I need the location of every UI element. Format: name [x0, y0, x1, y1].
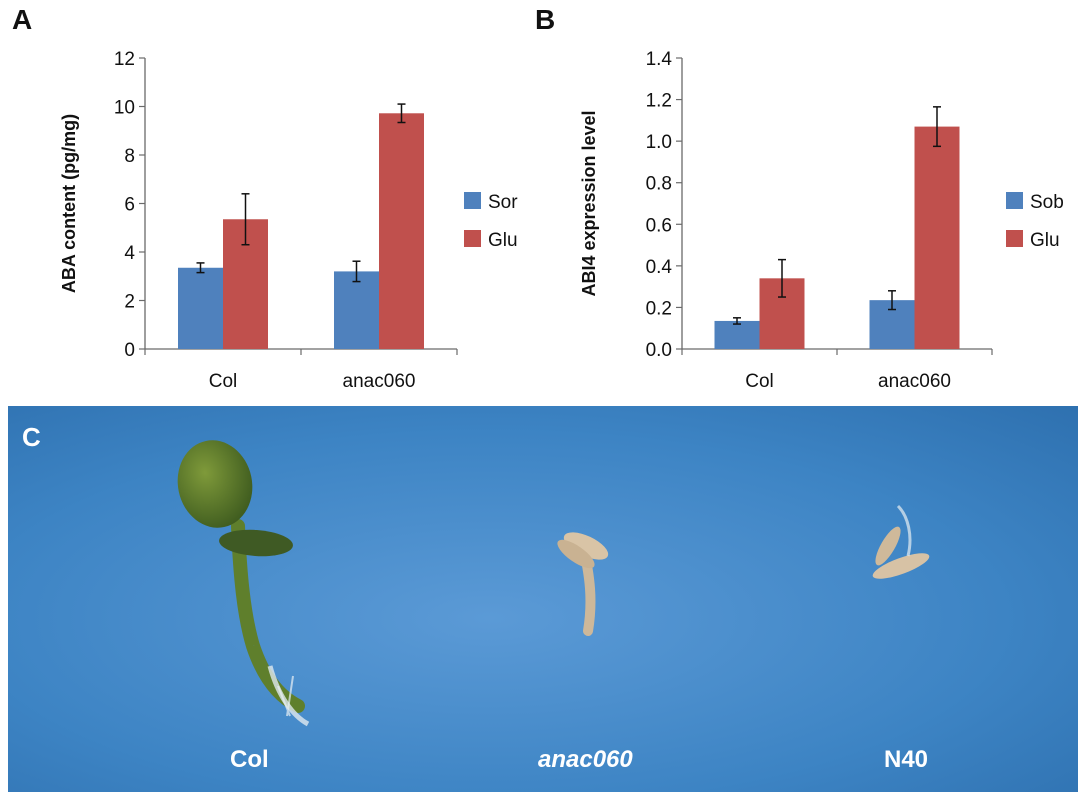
- x-tick-label: anac060: [343, 371, 416, 392]
- col-seedling: [177, 440, 310, 727]
- panel-label-c: C: [22, 422, 41, 452]
- legend-label: Glu: [1030, 230, 1060, 251]
- seedling-photo: C Col anac060 N40: [8, 406, 1078, 792]
- legend-label: Sob: [1030, 192, 1064, 213]
- y-tick-label: 0: [124, 340, 135, 361]
- seedling-photo-image: [8, 406, 1078, 792]
- y-tick-label: 4: [124, 243, 135, 264]
- y-tick-label: 1.2: [646, 91, 672, 112]
- y-tick-label: 10: [114, 98, 135, 119]
- bar: [914, 126, 960, 349]
- legend-label: Sor: [488, 192, 518, 213]
- photo-label-anac060: anac060: [538, 746, 633, 773]
- aba-content-bar-chart: ABA content (pg/mg) 0 2 4 6 8 10 12 Col anac060 So…: [59, 49, 518, 392]
- y-tick-label: 1.4: [646, 49, 673, 70]
- y-tick-label: 0.8: [646, 174, 672, 195]
- legend-swatch: [464, 230, 481, 247]
- anac060-seedling: [557, 532, 609, 636]
- legend-label: Glu: [488, 230, 518, 251]
- x-tick-label: Col: [745, 371, 774, 392]
- y-tick-label: 0.6: [646, 215, 672, 236]
- y-tick-label: 12: [114, 49, 135, 70]
- x-tick-label: Col: [209, 371, 238, 392]
- legend-swatch: [464, 192, 481, 209]
- photo-label-col: Col: [230, 746, 269, 773]
- bar: [379, 113, 424, 349]
- bar: [714, 320, 760, 349]
- y-axis-label: ABA content (pg/mg): [59, 114, 79, 293]
- bar: [178, 267, 223, 349]
- photo-label-n40: N40: [884, 746, 929, 773]
- bar: [334, 271, 379, 349]
- y-tick-label: 2: [124, 292, 135, 313]
- panel-label-b: B: [535, 4, 556, 35]
- legend-swatch: [1006, 230, 1023, 247]
- y-tick-label: 6: [124, 195, 135, 216]
- y-tick-label: 0.0: [646, 340, 672, 361]
- y-tick-label: 1.0: [646, 132, 672, 153]
- abi4-expression-bar-chart: ABI4 expression level 0.0 0.2 0.4 0.6 0.8 1.0 1…: [579, 49, 1064, 392]
- y-tick-label: 0.2: [646, 298, 672, 319]
- panel-label-a: A: [12, 4, 33, 35]
- x-tick-label: anac060: [878, 371, 951, 392]
- y-tick-label: 8: [124, 146, 135, 167]
- y-tick-label: 0.4: [646, 257, 673, 278]
- y-axis-label: ABI4 expression level: [579, 110, 599, 296]
- n40-seedling: [872, 504, 930, 579]
- legend-swatch: [1006, 192, 1023, 209]
